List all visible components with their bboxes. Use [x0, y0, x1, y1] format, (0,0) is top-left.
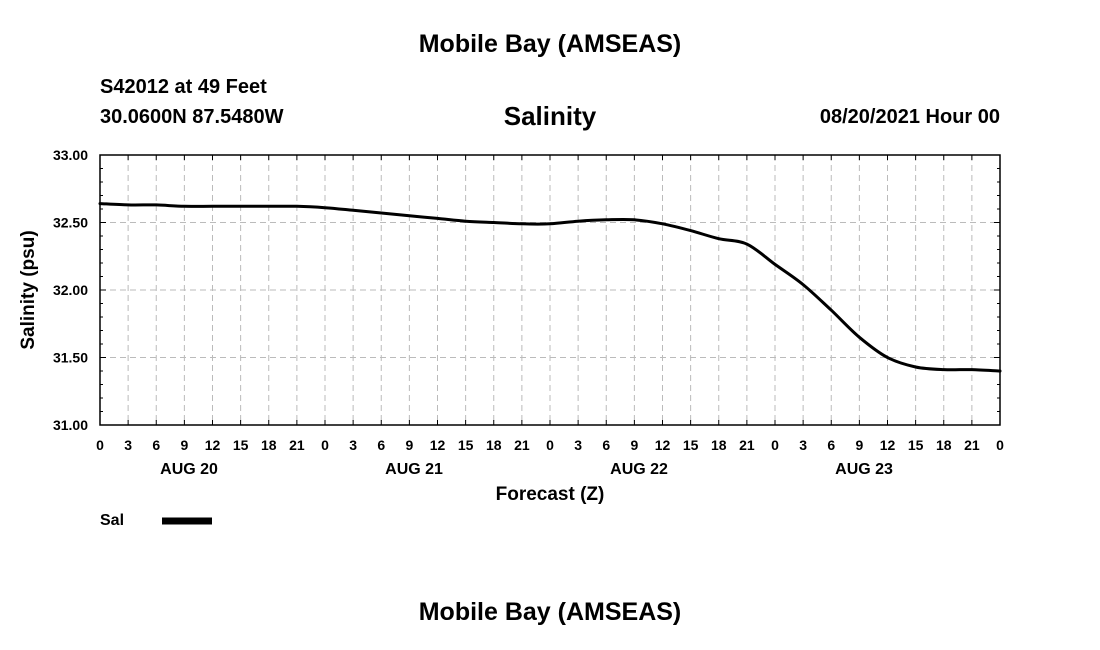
x-tick-label: 12 — [430, 437, 446, 453]
page-title: Mobile Bay (AMSEAS) — [418, 30, 682, 58]
x-tick-label: 12 — [880, 437, 896, 453]
day-label: AUG 21 — [385, 461, 443, 478]
x-tick-label: 3 — [574, 437, 582, 453]
x-tick-label: 15 — [683, 437, 699, 453]
x-tick-label: 21 — [514, 437, 530, 453]
x-tick-label: 3 — [124, 437, 132, 453]
x-tick-label: 12 — [655, 437, 671, 453]
x-tick-label: 6 — [827, 437, 835, 453]
day-label: AUG 23 — [835, 461, 893, 478]
label-layer: 0 3 6 9 12 15 18 21 0 3 6 9 12 15 18 21 0 3 6 9 12 15 18 21 0 3 6 9… — [53, 147, 1004, 478]
x-tick-label: 15 — [908, 437, 924, 453]
legend-label: Sal — [100, 512, 124, 529]
run-time-label: 08/20/2021 Hour 00 — [819, 106, 1000, 128]
y-axis-label: Salinity (psu) — [18, 230, 39, 349]
x-tick-label: 12 — [205, 437, 221, 453]
x-tick-label: 3 — [349, 437, 357, 453]
grid-layer — [100, 155, 1000, 425]
x-tick-label: 0 — [996, 437, 1004, 453]
day-label: AUG 22 — [610, 461, 668, 478]
x-tick-label: 9 — [405, 437, 413, 453]
y-tick-label: 31.00 — [53, 417, 88, 433]
x-tick-label: 0 — [771, 437, 779, 453]
x-tick-label: 3 — [799, 437, 807, 453]
x-tick-label: 6 — [377, 437, 385, 453]
footer-title: Mobile Bay (AMSEAS) — [418, 598, 682, 626]
series-layer — [98, 202, 1002, 373]
x-tick-label: 9 — [855, 437, 863, 453]
x-tick-label: 18 — [486, 437, 502, 453]
x-tick-label: 18 — [711, 437, 727, 453]
x-tick-label: 9 — [180, 437, 188, 453]
x-tick-label: 21 — [739, 437, 755, 453]
y-tick-label: 32.50 — [53, 215, 88, 231]
x-tick-label: 15 — [458, 437, 474, 453]
x-tick-label: 18 — [936, 437, 952, 453]
x-tick-label: 15 — [233, 437, 249, 453]
x-tick-label: 6 — [602, 437, 610, 453]
x-tick-label: 21 — [289, 437, 305, 453]
x-axis-label: Forecast (Z) — [496, 484, 605, 505]
y-tick-label: 33.00 — [53, 147, 88, 163]
coordinates-label: 30.0600N 87.5480W — [100, 106, 284, 128]
x-tick-label: 0 — [96, 437, 104, 453]
x-tick-label: 9 — [630, 437, 638, 453]
day-label: AUG 20 — [160, 461, 218, 478]
series-line-sal — [98, 202, 1002, 373]
legend: Sal — [100, 512, 212, 529]
x-tick-label: 18 — [261, 437, 277, 453]
y-tick-label: 31.50 — [53, 350, 88, 366]
x-tick-label: 21 — [964, 437, 980, 453]
x-tick-label: 6 — [152, 437, 160, 453]
x-tick-label: 0 — [321, 437, 329, 453]
chart-title: Salinity — [503, 101, 597, 131]
x-tick-label: 0 — [546, 437, 554, 453]
station-label: S42012 at 49 Feet — [100, 76, 267, 98]
tick-layer — [99, 154, 1001, 426]
y-tick-label: 32.00 — [53, 282, 88, 298]
